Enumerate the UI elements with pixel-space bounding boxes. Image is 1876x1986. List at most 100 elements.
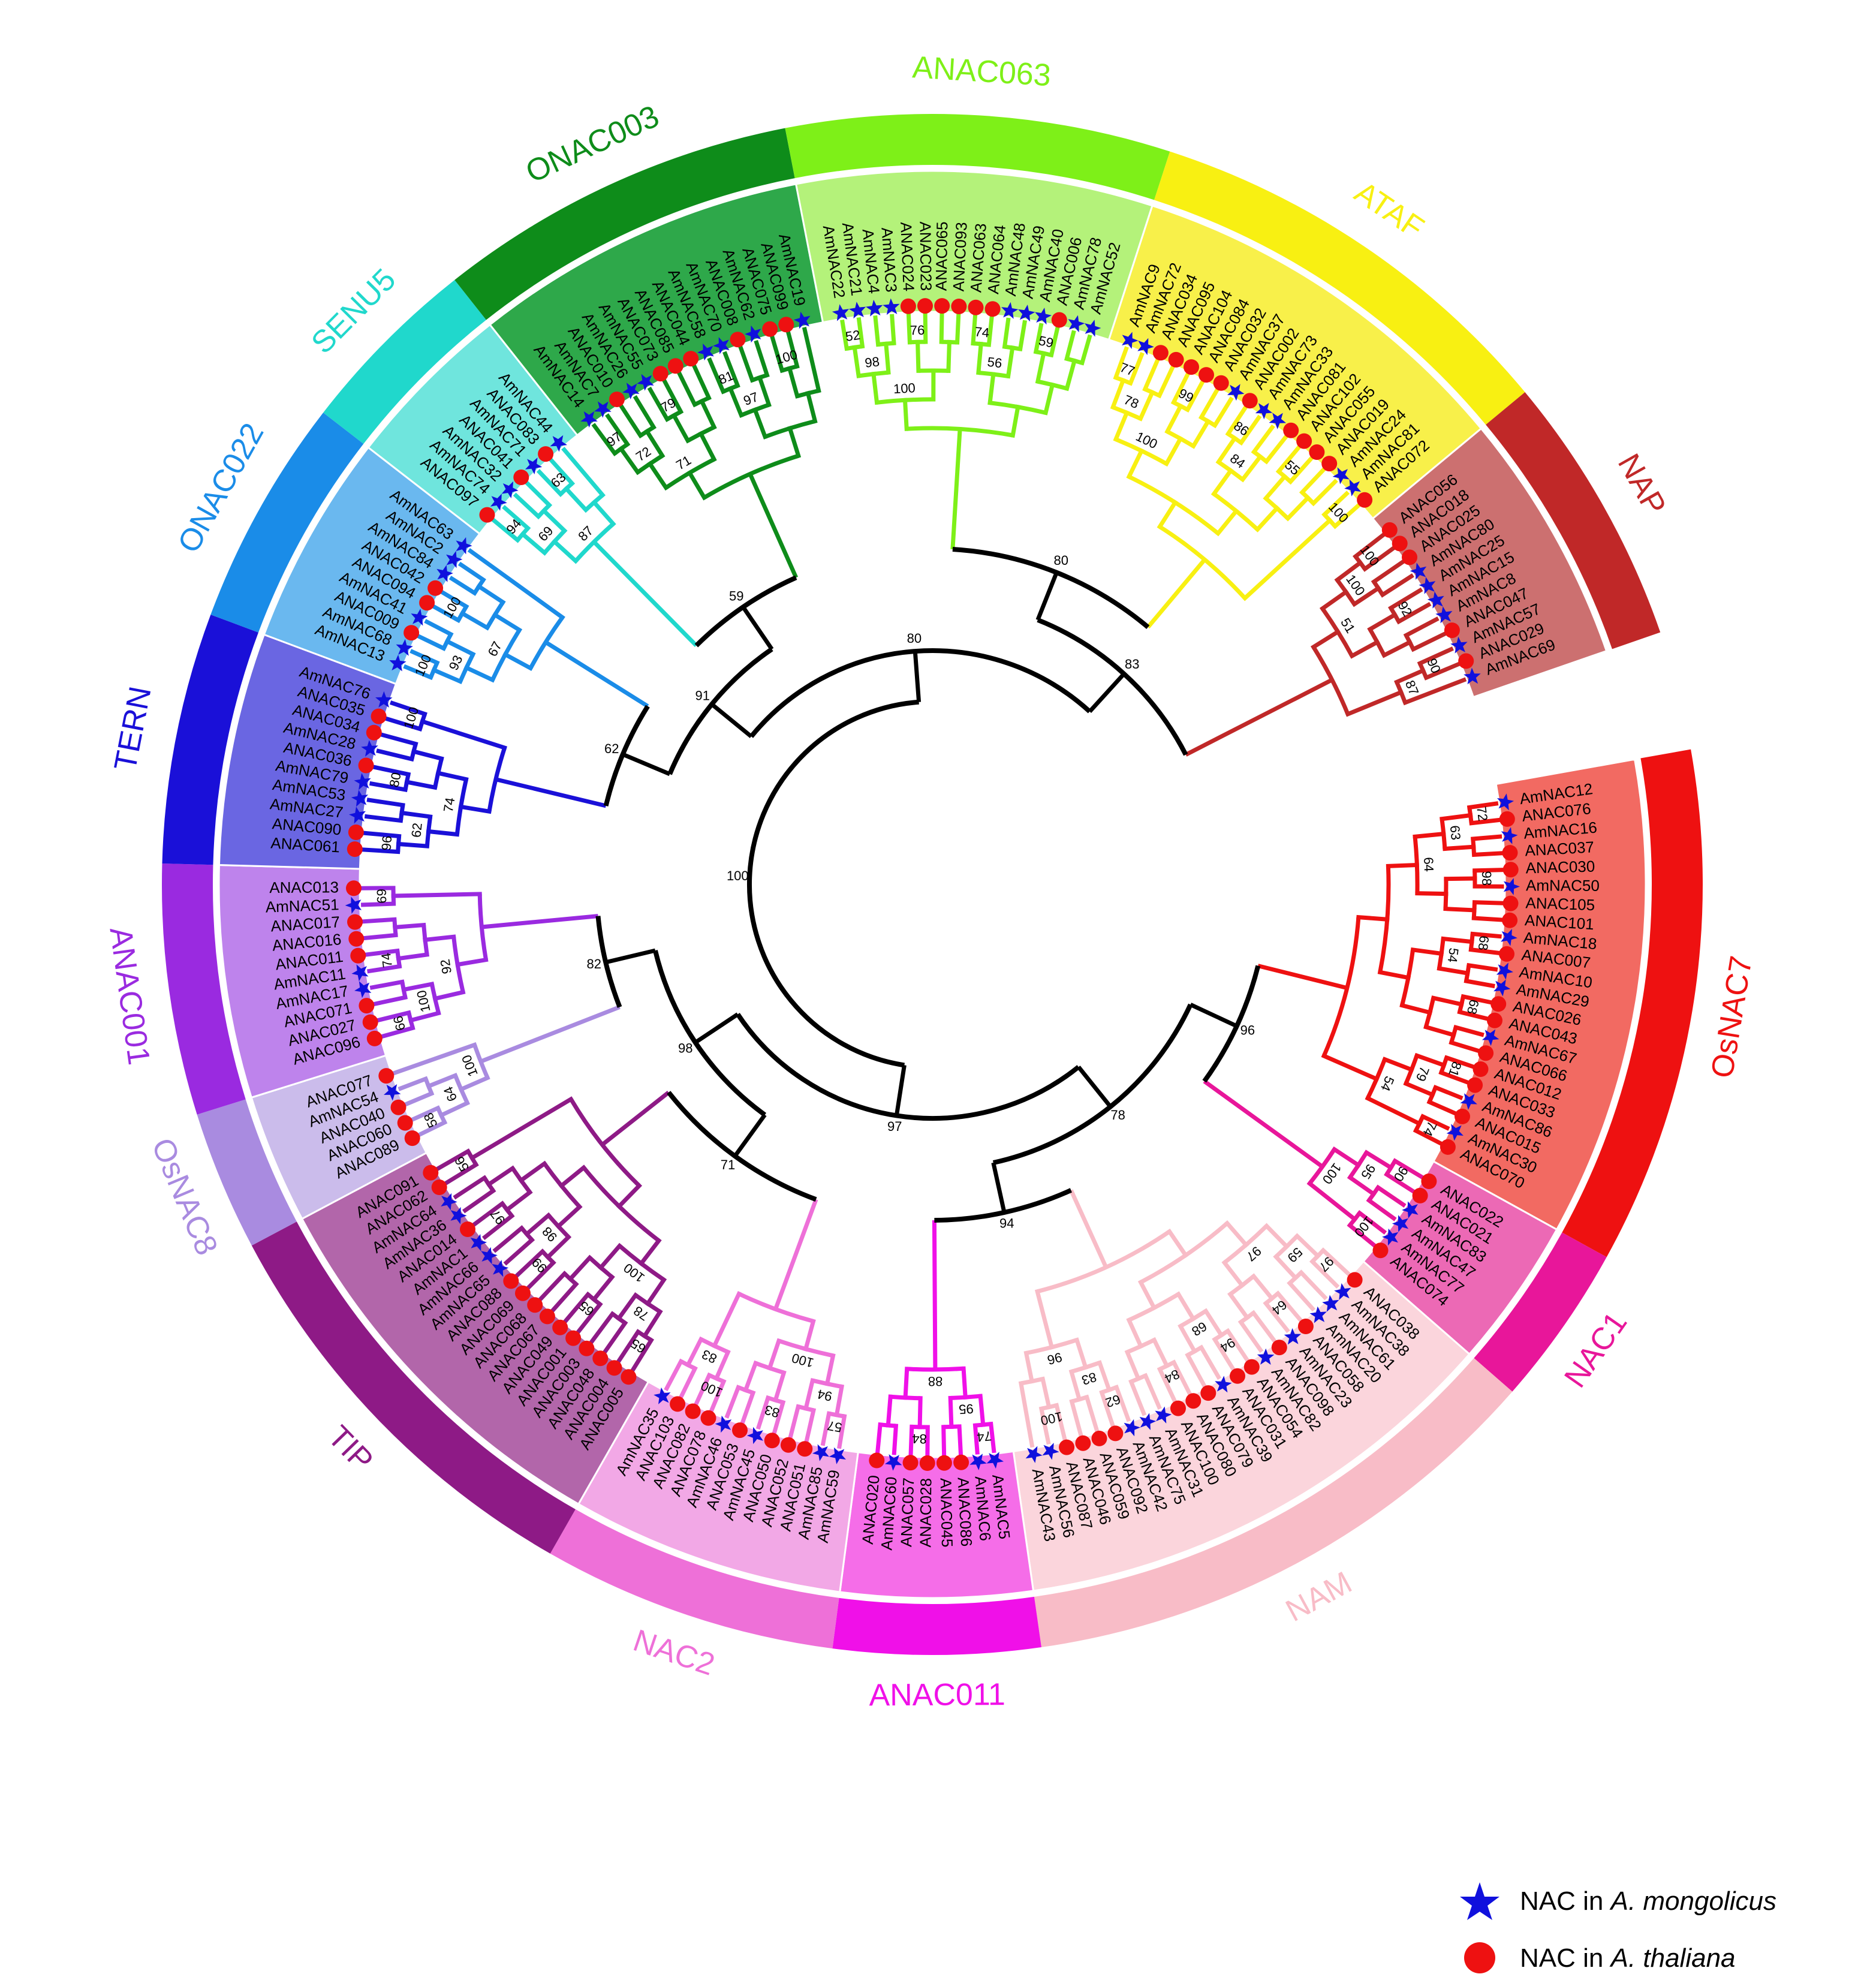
branch xyxy=(550,1281,579,1313)
bootstrap-value: 79 xyxy=(1413,1064,1432,1084)
branch xyxy=(1472,900,1504,905)
branch xyxy=(1018,1380,1035,1448)
thaliana-marker xyxy=(968,299,984,315)
bootstrap-value: 66 xyxy=(390,1015,408,1033)
thaliana-marker xyxy=(378,1068,395,1084)
bootstrap-value: 78 xyxy=(1110,1108,1125,1123)
branch xyxy=(1242,517,1333,601)
bootstrap-value: 57 xyxy=(826,1418,844,1436)
bootstrap-value: 91 xyxy=(695,688,709,703)
branch xyxy=(1375,1184,1407,1208)
branch xyxy=(1410,947,1444,956)
branch xyxy=(957,1424,963,1456)
branch xyxy=(1142,1373,1162,1410)
branch xyxy=(946,339,952,374)
branch xyxy=(1347,1222,1377,1248)
branch xyxy=(852,345,862,378)
mongolicus-marker xyxy=(883,298,900,315)
backbone-branch xyxy=(748,473,798,579)
thaliana-marker xyxy=(1392,535,1408,552)
branch xyxy=(840,319,850,351)
branch xyxy=(1250,1310,1277,1343)
mongolicus-marker xyxy=(1068,315,1085,333)
backbone-branch xyxy=(1035,571,1059,621)
branch xyxy=(1420,1114,1450,1131)
branch xyxy=(1393,667,1426,685)
bootstrap-value: 94 xyxy=(816,1386,833,1404)
bootstrap-value: 83 xyxy=(1125,657,1139,672)
branch xyxy=(502,651,534,672)
mongolicus-marker xyxy=(848,302,866,319)
mongolicus-marker xyxy=(501,481,519,498)
thaliana-marker xyxy=(683,351,699,367)
branch xyxy=(788,1404,801,1439)
branch xyxy=(1074,1337,1089,1370)
branch xyxy=(1415,891,1449,896)
thaliana-marker xyxy=(362,1014,378,1030)
branch xyxy=(630,1337,655,1373)
mongolicus-marker xyxy=(1464,667,1481,685)
bootstrap-value: 62 xyxy=(604,741,619,756)
branch xyxy=(380,1025,415,1039)
clade-label-tip: TIP xyxy=(321,1419,380,1478)
branch xyxy=(591,499,616,527)
branch xyxy=(403,664,434,681)
mongolicus-marker xyxy=(1344,479,1362,496)
thaliana-marker xyxy=(513,470,529,485)
thaliana-marker xyxy=(1152,345,1169,361)
bootstrap-value: 98 xyxy=(864,354,880,371)
thaliana-marker xyxy=(762,321,778,337)
thaliana-marker xyxy=(403,625,420,641)
bootstrap-value: 83 xyxy=(1080,1370,1098,1388)
branch xyxy=(1441,936,1474,944)
thaliana-marker xyxy=(423,1164,439,1181)
legend-thaliana: NAC in A. thaliana xyxy=(1464,1942,1736,1973)
branch xyxy=(396,841,430,848)
branch xyxy=(1005,345,1015,379)
branch xyxy=(1352,532,1386,559)
clade-label-ataf: ATAF xyxy=(1348,174,1430,245)
branch xyxy=(469,1096,574,1161)
circle-icon xyxy=(1464,1942,1495,1973)
branch xyxy=(988,1421,996,1454)
thaliana-marker xyxy=(348,931,365,947)
species-marker-layer xyxy=(345,298,1520,1471)
bootstrap-value: 100 xyxy=(893,380,916,396)
branch xyxy=(1367,612,1398,633)
thaliana-marker xyxy=(869,1452,885,1469)
branch xyxy=(1163,435,1184,467)
branch xyxy=(1471,916,1503,922)
mongolicus-marker xyxy=(745,325,761,343)
branch xyxy=(416,634,447,651)
thaliana-marker xyxy=(1440,1139,1456,1155)
branch xyxy=(481,1212,515,1241)
branch xyxy=(598,1242,623,1271)
bootstrap-value: 63 xyxy=(1447,825,1464,841)
clade-background-layer xyxy=(218,170,1647,1599)
branch xyxy=(724,1385,741,1419)
branch xyxy=(1464,978,1495,989)
thaliana-marker xyxy=(652,366,669,382)
clade-label-tern: TERN xyxy=(108,684,158,774)
branch xyxy=(1356,914,1390,922)
mongolicus-marker xyxy=(1139,1413,1157,1430)
thaliana-marker xyxy=(527,1297,543,1313)
thaliana-marker xyxy=(1059,1439,1075,1455)
mongolicus-marker xyxy=(866,299,883,317)
mongolicus-marker xyxy=(1496,962,1513,980)
branch xyxy=(1426,1099,1457,1116)
legend-mongolicus: NAC in A. mongolicus xyxy=(1460,1882,1776,1920)
bootstrap-value: 59 xyxy=(729,589,743,604)
branch xyxy=(871,371,880,405)
branch xyxy=(502,505,531,531)
branch xyxy=(403,1091,435,1107)
branch xyxy=(1215,508,1239,537)
branch xyxy=(366,798,405,808)
branch xyxy=(772,1400,786,1435)
branch xyxy=(384,716,423,732)
mongolicus-marker xyxy=(1155,1406,1172,1424)
branch xyxy=(462,1188,496,1214)
backbone-branch xyxy=(733,1114,767,1158)
mongolicus-marker xyxy=(1435,606,1453,624)
